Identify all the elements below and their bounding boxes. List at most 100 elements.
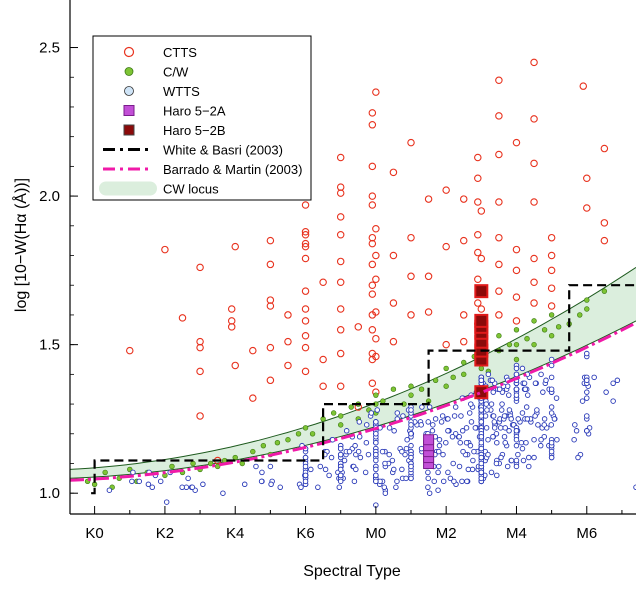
ctts-point <box>372 334 380 343</box>
cw-point <box>443 365 449 372</box>
wtts-point <box>467 442 474 449</box>
wtts-point <box>478 469 485 476</box>
ctts-point <box>301 317 310 325</box>
ctts-point <box>442 242 450 251</box>
ctts-point <box>474 299 482 307</box>
ctts-point <box>301 254 310 263</box>
ctts-point <box>495 233 503 242</box>
wtts-point <box>343 428 350 434</box>
wtts-point <box>513 371 520 378</box>
wtts-point <box>538 371 544 378</box>
wtts-point <box>439 413 446 419</box>
wtts-point <box>253 463 259 470</box>
wtts-point <box>393 484 399 491</box>
wtts-point <box>363 439 370 446</box>
wtts-point <box>501 413 508 419</box>
wtts-point <box>478 454 485 461</box>
ctts-point <box>407 138 415 147</box>
ctts-point <box>600 219 609 227</box>
ctts-point <box>547 251 556 260</box>
wtts-point <box>478 419 485 425</box>
wtts-point <box>531 454 537 461</box>
cw-locus-band <box>70 267 636 479</box>
cw-point <box>373 392 379 398</box>
ctts-point <box>336 305 345 313</box>
wtts-point <box>447 475 454 482</box>
wtts-point <box>382 490 389 496</box>
ctts-point <box>368 239 377 248</box>
cw-point <box>390 386 397 392</box>
wtts-point <box>302 478 309 485</box>
ctts-point <box>319 382 327 390</box>
wtts-point <box>508 457 515 464</box>
ctts-point <box>424 195 433 203</box>
wtts-point <box>374 407 381 413</box>
wtts-point <box>513 457 520 464</box>
ctts-point <box>530 299 538 307</box>
legend-cw-locus-swatch <box>99 181 157 196</box>
ctts-point <box>126 346 134 355</box>
wtts-point <box>520 457 527 464</box>
wtts-point <box>130 469 136 476</box>
wtts-point <box>532 380 539 387</box>
wtts-point <box>488 401 495 407</box>
cw-point <box>478 365 485 372</box>
cw-point <box>513 341 520 348</box>
ctts-point <box>547 233 556 242</box>
wtts-point <box>497 425 504 431</box>
wtts-point <box>472 425 479 431</box>
wtts-point <box>373 451 379 458</box>
wtts-point <box>317 463 324 470</box>
wtts-point <box>478 445 485 452</box>
wtts-point <box>554 436 560 443</box>
ctts-point <box>249 394 257 402</box>
wtts-point <box>571 436 577 443</box>
ctts-point <box>474 248 482 257</box>
x-tick-label: K2 <box>156 525 174 542</box>
ctts-point <box>266 376 275 385</box>
cw-point <box>232 454 238 461</box>
wtts-point <box>488 469 495 476</box>
ctts-point <box>266 236 275 245</box>
wtts-point <box>315 484 321 491</box>
cw-point <box>102 469 108 476</box>
wtts-point <box>136 478 143 485</box>
wtts-point <box>456 463 463 470</box>
cw-point <box>555 324 562 330</box>
wtts-point <box>363 422 370 428</box>
wtts-point <box>185 475 191 482</box>
wtts-point <box>302 454 309 461</box>
wtts-point <box>408 442 414 449</box>
ctts-point <box>459 337 468 346</box>
wtts-point <box>373 439 379 446</box>
wtts-point <box>610 380 616 387</box>
ctts-point <box>407 272 415 281</box>
wtts-point <box>425 469 431 476</box>
x-tick-label: K4 <box>226 525 244 542</box>
wtts-point <box>491 419 498 425</box>
wtts-point <box>478 439 485 446</box>
wtts-point <box>329 436 336 443</box>
ctts-point <box>368 201 377 209</box>
wtts-point <box>523 404 530 410</box>
cw-locus-lower-edge <box>70 320 636 479</box>
wtts-point <box>463 425 470 431</box>
legend-entry-white_basri: White & Basri (2003) <box>103 143 283 158</box>
wtts-point <box>353 466 359 473</box>
wtts-point <box>526 454 532 461</box>
cw-point <box>408 392 414 398</box>
plot-content <box>70 58 636 508</box>
cw-point <box>169 463 175 470</box>
wtts-point <box>373 431 379 437</box>
series-wtts <box>106 350 636 508</box>
wtts-point <box>322 466 329 473</box>
wtts-point <box>466 410 473 416</box>
wtts-point <box>548 362 555 369</box>
ctts-point <box>530 254 538 263</box>
cw-point <box>418 386 425 392</box>
wtts-point <box>485 451 491 458</box>
wtts-point <box>490 434 496 440</box>
legend-label-white_basri: White & Basri (2003) <box>163 143 283 158</box>
cw-point <box>274 439 281 446</box>
